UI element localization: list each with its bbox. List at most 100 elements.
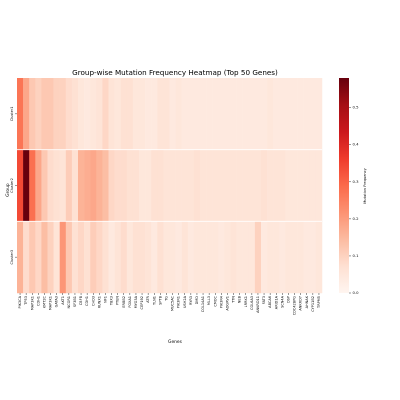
column-label: CEP192 xyxy=(140,296,144,309)
heatmap-cell xyxy=(279,149,286,222)
heatmap-cell xyxy=(145,78,152,150)
heatmap-cell xyxy=(78,78,85,150)
heatmap-cell xyxy=(291,78,298,150)
heatmap-cell xyxy=(139,149,146,222)
heatmap-cell xyxy=(53,78,60,150)
heatmap-cell xyxy=(187,78,195,150)
column-label: PTEN xyxy=(116,296,120,305)
heatmap-grid xyxy=(17,78,323,294)
heatmap-cell xyxy=(59,78,67,150)
column-label: CYP11B2 xyxy=(311,296,315,312)
heatmap-cell xyxy=(309,221,317,294)
heatmap-cell xyxy=(41,78,48,150)
heatmap-cell xyxy=(126,78,134,150)
column-label: KMT2C xyxy=(42,295,46,308)
heatmap-cell xyxy=(71,149,79,222)
heatmap-cell xyxy=(267,221,274,294)
heatmap-cell xyxy=(242,221,250,294)
heatmap-cell xyxy=(151,149,158,222)
heatmap-cell xyxy=(163,149,170,222)
heatmap-cell xyxy=(273,78,280,150)
column-label: TTN xyxy=(232,296,236,304)
heatmap-cell xyxy=(151,78,158,150)
heatmap-cell xyxy=(187,149,195,222)
heatmap-cell xyxy=(65,221,73,294)
column-label: MUC5AC xyxy=(171,295,175,311)
heatmap-cell xyxy=(41,149,48,222)
heatmap-cell xyxy=(297,149,304,222)
heatmap-cell xyxy=(17,78,24,150)
heatmap-cell xyxy=(41,221,48,294)
heatmap-cell xyxy=(23,149,30,222)
heatmap-cell xyxy=(169,221,176,294)
column-label: NCOR1 xyxy=(67,296,71,308)
heatmap-cell xyxy=(102,221,109,294)
colorbar-ticks: 0.0 0.1 0.2 0.3 0.4 0.5 xyxy=(349,105,359,295)
heatmap-cell xyxy=(65,149,73,222)
column-label: TG xyxy=(164,296,168,302)
heatmap-cell xyxy=(96,149,103,222)
heatmap-cell xyxy=(29,78,36,150)
heatmap-cell xyxy=(157,221,164,294)
row-label: Cluster2 xyxy=(10,178,14,193)
heatmap-cell xyxy=(90,221,97,294)
heatmap-cell xyxy=(84,78,91,150)
column-label: TLN1 xyxy=(152,296,156,306)
heatmap-cell xyxy=(181,149,189,222)
heatmap-cell xyxy=(200,78,207,150)
heatmap-cell xyxy=(218,221,225,294)
heatmap-cell xyxy=(114,221,121,294)
column-label: COL6A3 xyxy=(250,296,254,310)
heatmap-cell xyxy=(206,149,213,222)
heatmap-cell xyxy=(90,78,97,150)
heatmap-cell xyxy=(309,149,317,222)
column-label: NEB xyxy=(238,295,242,303)
colorbar: 0.0 0.1 0.2 0.3 0.4 0.5 Mutation Frequency xyxy=(339,78,367,295)
heatmap-cell xyxy=(236,221,243,294)
heatmap-cell xyxy=(261,78,268,150)
heatmap-cell xyxy=(236,78,243,150)
column-label: SCN4A xyxy=(280,295,284,308)
column-label: CDH1 xyxy=(36,296,40,306)
heatmap-cell xyxy=(157,149,164,222)
heatmap-cell xyxy=(230,221,237,294)
heatmap-cell xyxy=(212,221,219,294)
heatmap-cell xyxy=(187,221,195,294)
heatmap-cell xyxy=(145,149,152,222)
heatmap-cell xyxy=(108,221,115,294)
heatmap-cell xyxy=(303,78,311,150)
column-label: PIK3R4 xyxy=(219,295,223,308)
heatmap-cell xyxy=(212,149,219,222)
heatmap-cell xyxy=(139,221,146,294)
heatmap-cell xyxy=(193,221,201,294)
column-label: ANKRD11 xyxy=(256,296,260,313)
heatmap-cell xyxy=(126,149,134,222)
column-label: MYO3A xyxy=(134,295,138,308)
heatmap-cell xyxy=(132,221,140,294)
column-label: DSP xyxy=(286,296,290,303)
column-label: CHD3 xyxy=(91,296,95,306)
heatmap-cell xyxy=(108,78,115,150)
column-label: FOXA1 xyxy=(128,296,132,308)
heatmap-cell xyxy=(248,221,256,294)
heatmap-cell xyxy=(230,149,237,222)
heatmap-cell xyxy=(78,149,85,222)
row-labels: Cluster1 Cluster2 Cluster3 xyxy=(10,107,17,264)
heatmap-cell xyxy=(315,221,323,294)
heatmap-cell xyxy=(285,78,292,150)
heatmap-cell xyxy=(120,78,128,150)
heatmap-cell xyxy=(53,149,60,222)
heatmap-cell xyxy=(297,78,304,150)
heatmap-cell xyxy=(181,221,189,294)
heatmap-cell xyxy=(23,221,30,294)
heatmap-cell xyxy=(65,78,73,150)
heatmap-cell xyxy=(218,78,225,150)
column-label: NF1 xyxy=(103,296,107,303)
heatmap-cell xyxy=(175,221,182,294)
heatmap-cell xyxy=(102,78,109,150)
heatmap-cell xyxy=(193,78,201,150)
heatmap-cell xyxy=(279,221,286,294)
heatmap-cell xyxy=(120,221,128,294)
heatmap-cell xyxy=(261,221,268,294)
